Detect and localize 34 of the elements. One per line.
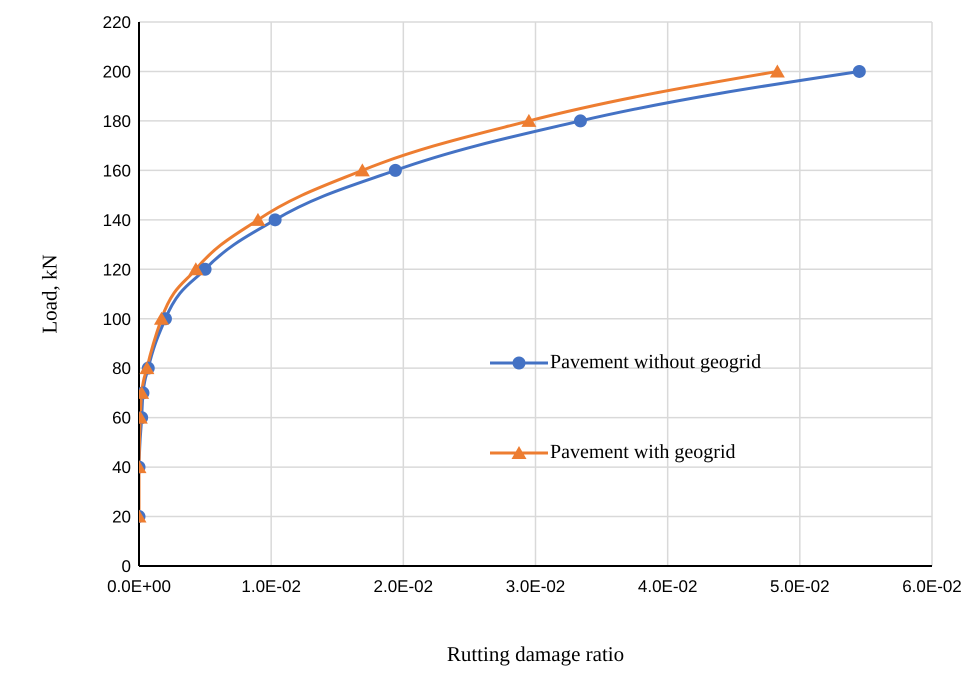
point (188, 262, 204, 276)
point (852, 64, 866, 78)
x-tick-label: 0.0E+00 (107, 577, 171, 596)
legend-label: Pavement without geogrid (550, 351, 762, 374)
point (574, 114, 587, 128)
y-tick-label: 220 (102, 13, 131, 32)
y-tick-label: 180 (102, 112, 131, 131)
y-axis-title: Load, kN (37, 254, 62, 334)
y-tick-label: 160 (102, 161, 131, 180)
x-tick-label: 4.0E-02 (638, 577, 698, 596)
x-tick-label: 2.0E-02 (374, 577, 434, 596)
legend-label: Pavement with geogrid (550, 441, 736, 464)
x-tick-label: 5.0E-02 (770, 577, 830, 596)
y-tick-label: 80 (112, 359, 131, 378)
y-tick-label: 0 (122, 557, 131, 576)
x-tick-label: 1.0E-02 (241, 577, 301, 596)
x-tick-label: 6.0E-02 (902, 577, 962, 596)
point (250, 212, 266, 226)
y-tick-label: 140 (102, 210, 131, 230)
point (139, 361, 154, 374)
y-tick-label: 100 (102, 310, 131, 329)
y-tick-label: 20 (112, 508, 131, 527)
x-tick-label: 3.0E-02 (506, 577, 566, 596)
point (154, 312, 169, 325)
point (354, 163, 370, 176)
y-tick-label: 40 (112, 458, 131, 478)
x-axis-title: Rutting damage ratio (446, 642, 624, 666)
y-tick-label: 60 (112, 408, 131, 428)
point (770, 64, 785, 78)
point (521, 114, 536, 127)
point (388, 164, 402, 177)
y-tick-label: 200 (102, 62, 131, 82)
point (268, 213, 282, 226)
y-tick-label: 120 (102, 260, 131, 280)
